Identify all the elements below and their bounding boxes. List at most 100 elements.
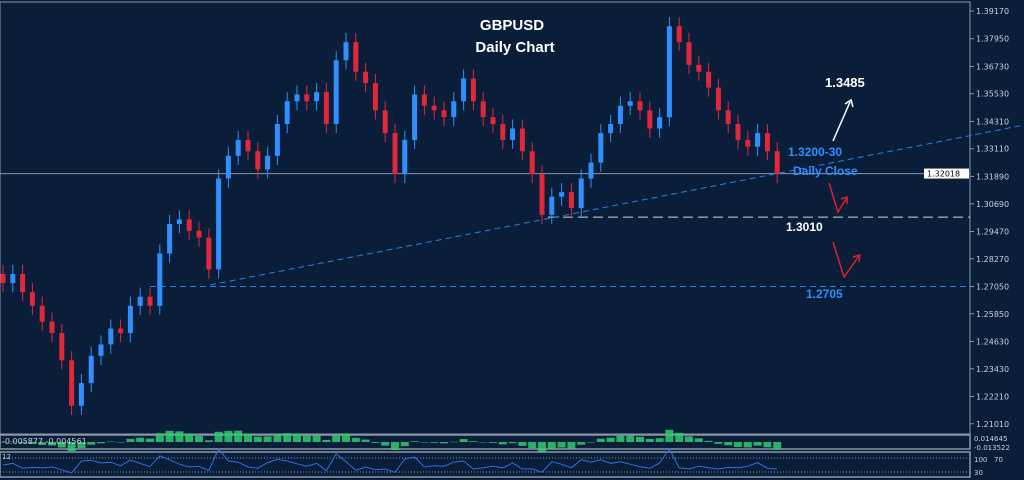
candle-body: [529, 151, 535, 174]
candle-body: [265, 155, 271, 170]
candle-body: [10, 273, 16, 284]
macd-bar: [587, 442, 595, 443]
candle-body: [127, 305, 133, 334]
candle-body: [235, 139, 241, 156]
candle-body: [549, 196, 555, 215]
candle-body: [510, 128, 516, 140]
macd-bar: [547, 442, 556, 449]
macd-bar: [116, 442, 125, 443]
y-tick-label: 1.37950: [976, 35, 1009, 44]
macd-bar: [263, 436, 272, 442]
y-tick-label: 1.31890: [976, 172, 1009, 181]
candle-body: [88, 355, 94, 384]
macd-bar: [155, 433, 164, 442]
y-tick-label: 1.22210: [976, 393, 1009, 402]
current-price-label: 1.32018: [927, 170, 960, 179]
macd-bar: [332, 434, 341, 442]
candle-body: [715, 87, 721, 111]
y-tick-label: 1.30690: [976, 200, 1009, 209]
macd-bar: [253, 436, 262, 442]
macd-bar: [28, 442, 37, 444]
candle-body: [627, 101, 633, 106]
candle-body: [519, 128, 525, 152]
candle-body: [206, 237, 212, 270]
macd-bar: [195, 435, 203, 442]
candle-body: [284, 101, 290, 124]
candle-body: [255, 151, 261, 170]
candle-body: [647, 110, 653, 129]
oscillator-tick: 70: [994, 456, 1003, 464]
macd-bar: [410, 441, 419, 442]
support-1-label: 1.3010: [786, 220, 823, 234]
red-bounce-arrow-icon: [828, 182, 847, 214]
candle-body: [539, 173, 545, 215]
y-tick-label: 1.36730: [976, 62, 1009, 71]
candle-body: [392, 133, 398, 174]
candle-body: [216, 178, 222, 270]
macd-bar: [67, 442, 76, 452]
macd-bar: [322, 439, 331, 442]
candle-body: [764, 133, 770, 152]
candle-body: [176, 219, 182, 224]
candle-body: [588, 162, 594, 179]
y-tick-label: 1.24630: [976, 337, 1009, 346]
macd-bar: [743, 442, 752, 448]
candle-body: [304, 94, 310, 102]
y-tick-label: 1.25850: [976, 310, 1009, 319]
macd-bar: [704, 440, 713, 442]
candle-body: [568, 192, 574, 209]
macd-bar: [508, 442, 517, 444]
red-bounce-arrow-head-icon: [852, 253, 861, 263]
macd-bar: [420, 442, 429, 443]
macd-bar: [734, 442, 742, 447]
y-tick-label: 1.28270: [976, 255, 1009, 264]
candle-body: [774, 151, 780, 174]
pivot-label: 1.3200-30: [788, 145, 842, 159]
target-label: 1.3485: [825, 75, 865, 90]
macd-bar: [685, 436, 693, 442]
macd-tick: 0.014645: [974, 435, 1007, 443]
candle-body: [382, 110, 388, 134]
candle-body: [696, 64, 702, 72]
candle-body: [20, 273, 26, 293]
oscillator-label: 12: [2, 453, 11, 461]
y-tick-label: 1.21010: [976, 420, 1009, 429]
candle-body: [657, 117, 663, 129]
macd-bar: [763, 442, 772, 448]
macd-bar: [136, 437, 145, 442]
current-price-box: [924, 168, 969, 179]
macd-bar: [430, 442, 439, 443]
macd-bar: [567, 442, 576, 449]
candle-body: [402, 139, 408, 174]
candle-body: [108, 328, 114, 345]
candle-body: [725, 110, 731, 124]
main-panel-frame: [0, 1, 971, 435]
candle-body: [225, 155, 231, 179]
candle-body: [617, 105, 623, 124]
candle-body: [500, 123, 506, 140]
candle-body: [98, 344, 104, 356]
candle-body: [333, 60, 339, 124]
macd-bar: [636, 436, 644, 442]
candle-body: [245, 139, 251, 152]
macd-bar: [616, 435, 625, 442]
macd-bar: [302, 435, 311, 442]
candle-body: [137, 296, 143, 306]
candle-body: [157, 253, 163, 306]
candle-body: [167, 223, 173, 254]
candle-body: [343, 42, 349, 61]
macd-bar: [312, 435, 321, 442]
candle-body: [578, 178, 584, 209]
candle-body: [118, 328, 124, 334]
macd-bar: [18, 442, 27, 443]
macd-bar: [606, 437, 615, 442]
support-2-label: 1.2705: [806, 287, 843, 301]
candle-body: [598, 133, 604, 163]
candle-body: [461, 78, 467, 102]
macd-bar: [204, 440, 213, 442]
candle-body: [78, 383, 84, 406]
macd-bar: [146, 438, 154, 442]
macd-bar: [244, 433, 252, 442]
macd-bar: [449, 441, 458, 443]
